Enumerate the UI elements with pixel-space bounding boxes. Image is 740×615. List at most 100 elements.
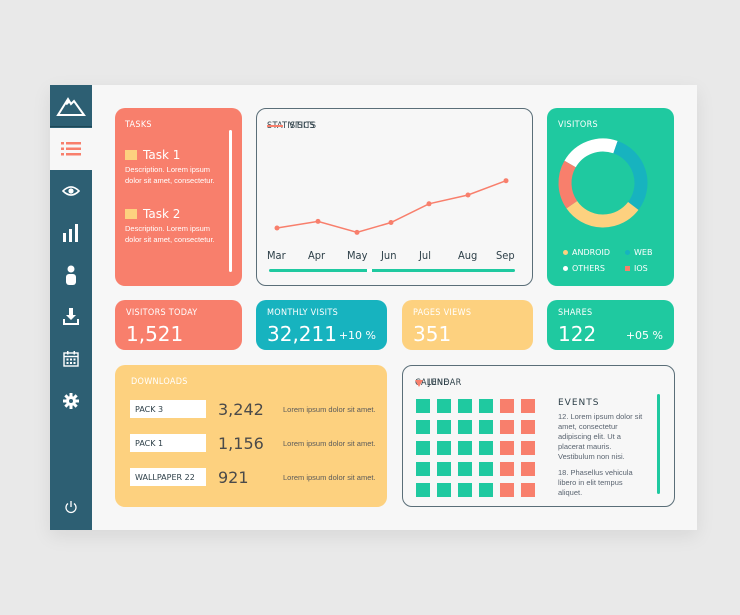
visitors-title: VISITORS (558, 120, 598, 130)
visitors-card: VISITORS ANDROID WEB OTHERS IOS (547, 108, 674, 286)
sidebar-item-view[interactable] (50, 170, 92, 212)
downloads-title: DOWNLOADS (131, 377, 188, 387)
task-item[interactable]: Task 1 Description. Lorem ipsum dolor si… (125, 148, 225, 186)
calendar-day[interactable] (500, 483, 514, 497)
visitors-donut-chart (558, 138, 648, 228)
calendar-title: CALENDAR (415, 378, 462, 388)
dashboard-window: TASKS Task 1 Description. Lorem ipsum do… (50, 85, 697, 530)
calendar-day[interactable] (479, 441, 493, 455)
monthly-visits-tile[interactable]: MONTHLY VISITS 32,211 +10 % (256, 300, 387, 350)
timeline-slider[interactable] (269, 269, 515, 272)
month-label: Aug (458, 249, 478, 262)
download-name: PACK 3 (130, 400, 206, 418)
eye-icon (62, 186, 80, 196)
calendar-day[interactable] (416, 420, 430, 434)
legend-android: ANDROID (563, 248, 610, 257)
download-row[interactable]: WALLPAPER 22 921 Lorem ipsum dolor sit a… (130, 467, 376, 487)
visits-line-chart (274, 178, 509, 235)
tasks-title: TASKS (125, 120, 152, 130)
mountain-logo-icon[interactable] (50, 85, 92, 127)
donut-segment-android (566, 200, 639, 228)
task-item[interactable]: Task 2 Description. Lorem ipsum dolor si… (125, 207, 225, 245)
power-icon (65, 501, 77, 514)
sidebar-item-list[interactable] (50, 128, 92, 170)
sidebar-item-settings[interactable] (50, 380, 92, 422)
tile-value: 351 (413, 322, 452, 346)
sidebar-item-user[interactable] (50, 254, 92, 296)
calendar-day[interactable] (500, 420, 514, 434)
calendar-day[interactable] (521, 399, 535, 413)
tasks-scrollbar[interactable] (229, 130, 232, 272)
calendar-day[interactable] (416, 462, 430, 476)
calendar-day[interactable] (458, 420, 472, 434)
download-row[interactable]: PACK 1 1,156 Lorem ipsum dolor sit amet. (130, 434, 376, 453)
calendar-day[interactable] (521, 441, 535, 455)
events-title: EVENTS (558, 398, 600, 408)
calendar-day[interactable] (437, 462, 451, 476)
calendar-day[interactable] (479, 483, 493, 497)
legend-ios: IOS (625, 264, 648, 273)
pages-views-tile[interactable]: PAGES VIEWS 351 (402, 300, 533, 350)
donut-segment-ios (558, 160, 578, 209)
sidebar-item-stats[interactable] (50, 212, 92, 254)
sidebar-item-download[interactable] (50, 296, 92, 338)
tile-value: 32,211 (267, 322, 337, 346)
month-label: Jul (419, 249, 431, 262)
calendar-day[interactable] (437, 399, 451, 413)
month-selector[interactable]: JUNE (415, 378, 449, 388)
tile-label: VISITORS TODAY (126, 308, 198, 318)
bar-chart-icon (63, 224, 78, 242)
calendar-day[interactable] (437, 420, 451, 434)
calendar-day[interactable] (521, 462, 535, 476)
statistics-title: STATISTICS (267, 121, 315, 131)
calendar-day[interactable] (479, 462, 493, 476)
download-count: 921 (218, 467, 249, 487)
task-marker-icon (125, 150, 137, 160)
calendar-day[interactable] (458, 483, 472, 497)
tile-value: 1,521 (126, 322, 184, 346)
download-name: WALLPAPER 22 (130, 468, 206, 486)
download-name: PACK 1 (130, 434, 206, 452)
month-label: Apr (308, 249, 326, 262)
legend-web: WEB (625, 248, 652, 257)
calendar-day[interactable] (458, 399, 472, 413)
calendar-day[interactable] (416, 483, 430, 497)
user-icon (66, 265, 76, 285)
timeline-slider-handle[interactable] (367, 269, 372, 272)
calendar-day[interactable] (500, 399, 514, 413)
calendar-day[interactable] (416, 399, 430, 413)
calendar-day[interactable] (458, 462, 472, 476)
sidebar-item-calendar[interactable] (50, 338, 92, 380)
sidebar-item-power[interactable] (50, 486, 92, 528)
calendar-day[interactable] (437, 483, 451, 497)
calendar-day[interactable] (521, 420, 535, 434)
month-label: Jun (381, 249, 397, 262)
calendar-day[interactable] (479, 399, 493, 413)
gear-icon (63, 393, 79, 409)
calendar-day[interactable] (458, 441, 472, 455)
download-row[interactable]: PACK 3 3,242 Lorem ipsum dolor sit amet. (130, 399, 376, 419)
calendar-card: CALENDAR JUNE EVENTS 12. Lorem ipsum dol… (402, 365, 675, 507)
download-desc: Lorem ipsum dolor sit amet. (283, 404, 376, 414)
download-desc: Lorem ipsum dolor sit amet. (283, 472, 376, 482)
event-item[interactable]: 18. Phasellus vehicula libero in elit te… (558, 468, 633, 497)
sidebar (50, 85, 92, 530)
calendar-grid (416, 399, 535, 497)
visitors-today-tile[interactable]: VISITORS TODAY 1,521 (115, 300, 242, 350)
shares-tile[interactable]: SHARES 122 +05 % (547, 300, 674, 350)
task-marker-icon (125, 209, 137, 219)
dropdown-triangle-icon (415, 379, 423, 387)
tile-label: PAGES VIEWS (413, 308, 472, 318)
calendar-day[interactable] (500, 441, 514, 455)
calendar-day[interactable] (437, 441, 451, 455)
calendar-day[interactable] (500, 462, 514, 476)
downloads-card: DOWNLOADS PACK 3 3,242 Lorem ipsum dolor… (115, 365, 387, 507)
calendar-day[interactable] (479, 420, 493, 434)
calendar-day[interactable] (521, 483, 535, 497)
month-label: Mar (267, 249, 286, 262)
download-count: 3,242 (218, 399, 264, 419)
event-item[interactable]: 12. Lorem ipsum dolor sit amet, consecte… (558, 412, 643, 461)
calendar-day[interactable] (416, 441, 430, 455)
tile-label: MONTHLY VISITS (267, 308, 339, 318)
events-scrollbar[interactable] (657, 394, 660, 494)
